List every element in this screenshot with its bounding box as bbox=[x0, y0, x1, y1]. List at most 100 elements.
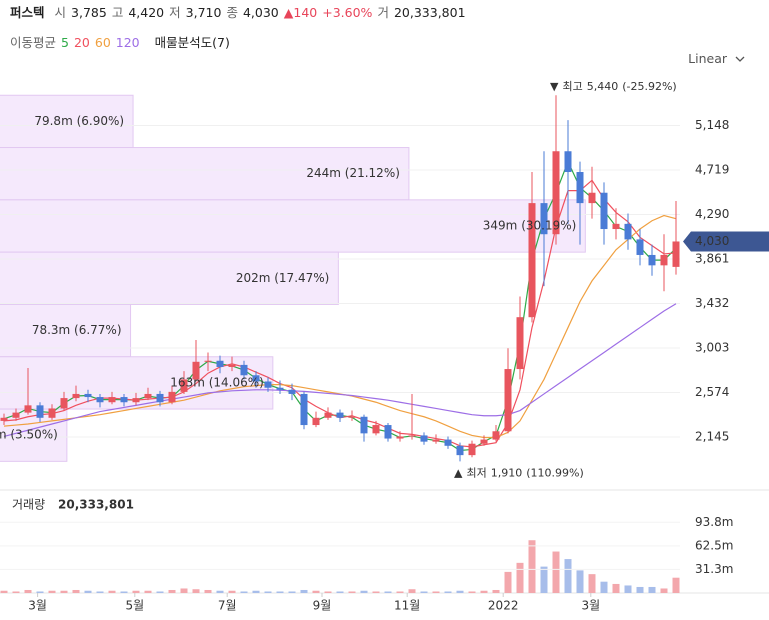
candle-body bbox=[36, 405, 44, 418]
volume-bar bbox=[12, 591, 20, 593]
volume-bar bbox=[396, 591, 404, 593]
volume-bar bbox=[276, 591, 284, 593]
candle-body bbox=[504, 369, 512, 432]
y-tick-label: 4,290 bbox=[695, 207, 729, 221]
volume-bar bbox=[444, 591, 452, 593]
candle-body bbox=[252, 375, 260, 382]
annotation-price-label: 1,910 bbox=[491, 466, 523, 479]
quote-header: 퍼스텍 시 3,785 고 4,420 저 3,710 종 4,030 ▲140 +3.6… bbox=[10, 2, 471, 21]
candle-body bbox=[288, 389, 296, 394]
candle-body bbox=[444, 439, 452, 446]
chevron bbox=[735, 56, 745, 62]
volume-bar bbox=[432, 591, 440, 593]
candle-body bbox=[312, 417, 320, 426]
candle-body bbox=[264, 381, 272, 388]
volume-bar bbox=[168, 589, 176, 593]
candle-body bbox=[552, 151, 560, 235]
profile-label: 349m (30.19%) bbox=[483, 218, 577, 232]
volume-bar bbox=[540, 566, 548, 593]
volume-last: 20,333,801 bbox=[58, 498, 134, 512]
candle-body bbox=[648, 254, 656, 266]
volume-bar bbox=[132, 590, 140, 593]
candle-body bbox=[324, 412, 332, 418]
volume-bar bbox=[180, 588, 188, 593]
volume-bar bbox=[648, 586, 656, 593]
close-value: 4,030 bbox=[242, 5, 279, 20]
volume-bar bbox=[312, 590, 320, 593]
profile-bar bbox=[0, 147, 410, 201]
volume-bar bbox=[408, 589, 416, 593]
volume-bar bbox=[252, 590, 260, 593]
candle-body bbox=[336, 412, 344, 418]
candle-body bbox=[24, 405, 32, 413]
volume-bar bbox=[360, 590, 368, 593]
profile-label: 244m (21.12%) bbox=[306, 166, 400, 180]
profile-label: 202m (17.47%) bbox=[236, 271, 330, 285]
scale-dropdown[interactable]: Linear bbox=[688, 51, 745, 66]
volume-bar bbox=[60, 590, 68, 593]
ma-line bbox=[3, 303, 677, 438]
candle-body bbox=[72, 393, 80, 399]
candle-body bbox=[108, 397, 116, 403]
open-value: 3,785 bbox=[71, 5, 107, 20]
volume-tick-label: 93.8m bbox=[695, 515, 733, 529]
candle-body bbox=[408, 435, 416, 437]
candle-body bbox=[180, 379, 188, 392]
annotation-price-label: 5,440 bbox=[587, 80, 619, 93]
candle-body bbox=[564, 151, 572, 172]
volume-value: 20,333,801 bbox=[393, 5, 466, 20]
volume-bar bbox=[336, 591, 344, 593]
volume-bar bbox=[612, 583, 620, 593]
volume-bar bbox=[324, 591, 332, 593]
candle-body bbox=[96, 397, 104, 403]
high-label: 고 bbox=[111, 5, 124, 20]
volume-bar bbox=[576, 570, 584, 593]
y-tick-label: 2,574 bbox=[695, 385, 729, 399]
annotation-label: 최저 bbox=[466, 466, 486, 479]
volume-bar bbox=[588, 574, 596, 593]
stock-name: 퍼스텍 bbox=[10, 5, 45, 20]
candle-body bbox=[60, 398, 68, 409]
volume-bar bbox=[384, 591, 392, 593]
candle-body bbox=[624, 223, 632, 240]
volume-tick-label: 31.3m bbox=[695, 562, 733, 576]
candle-body bbox=[432, 439, 440, 442]
y-tick-label: 4,719 bbox=[695, 163, 729, 177]
x-tick-label: 2022 bbox=[488, 599, 519, 613]
y-tick-label: 5,148 bbox=[695, 118, 729, 132]
candle-body bbox=[348, 416, 356, 418]
annotation-change: (-25.92%) bbox=[622, 80, 677, 93]
candle-body bbox=[516, 317, 524, 370]
volume-bar bbox=[504, 571, 512, 593]
x-tick-label: 11월 bbox=[394, 599, 420, 613]
volume-bar bbox=[228, 590, 236, 593]
y-tick-label: 3,003 bbox=[695, 340, 729, 354]
high-annotation: ▼ 최고 5,440 (-25.92%) bbox=[550, 80, 677, 93]
candle-body bbox=[528, 203, 536, 318]
legend-entry: 120 bbox=[115, 35, 140, 50]
low-value: 3,710 bbox=[185, 5, 222, 20]
volume-bar bbox=[372, 591, 380, 593]
candle-body bbox=[612, 223, 620, 230]
profile-label: 40.4m (3.50%) bbox=[0, 428, 58, 442]
candle-body bbox=[576, 171, 584, 204]
candle-body bbox=[84, 393, 92, 398]
volume-bar bbox=[600, 581, 608, 593]
low-label: 저 bbox=[169, 5, 181, 20]
candle-body bbox=[600, 192, 608, 230]
volume-bar bbox=[204, 589, 212, 593]
candle-body bbox=[588, 192, 596, 204]
change: ▲140 bbox=[283, 5, 318, 20]
x-tick-label: 9월 bbox=[313, 599, 332, 613]
profile-label: 78.3m (6.77%) bbox=[32, 323, 122, 337]
volume-title: 거래량 bbox=[12, 498, 45, 512]
volume-bar bbox=[216, 590, 224, 593]
candle-body bbox=[0, 417, 8, 421]
volume-bar bbox=[660, 588, 668, 593]
candle-body bbox=[360, 416, 368, 434]
profile-label: 매물분석도(7) bbox=[154, 35, 230, 50]
annotation-label: 최고 bbox=[562, 80, 582, 93]
candle-body bbox=[384, 425, 392, 439]
x-tick-label: 3월 bbox=[28, 599, 47, 613]
